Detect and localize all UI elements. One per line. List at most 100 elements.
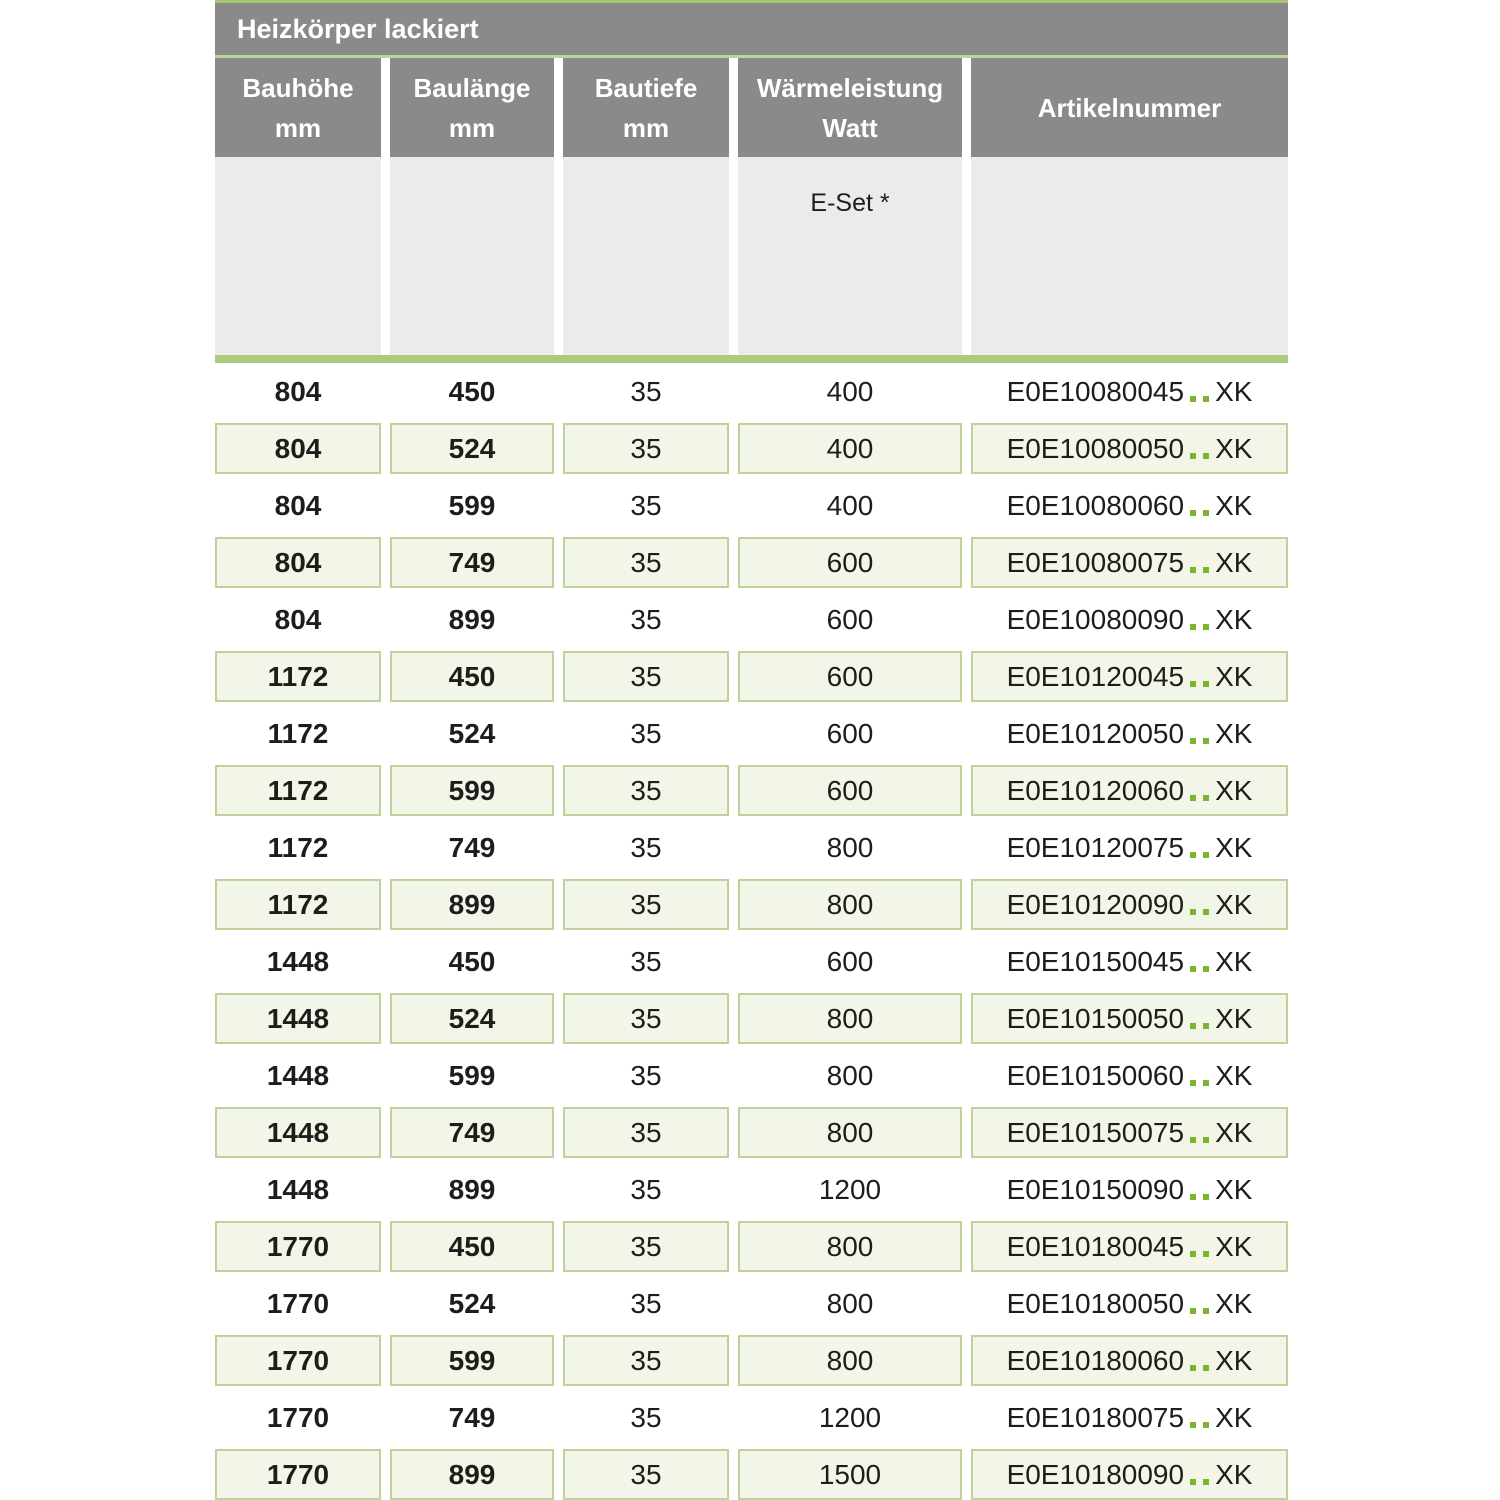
table-row: 1172 524 35 600 E0E10120050 XK	[215, 705, 1288, 762]
artikel-suffix: XK	[1215, 945, 1253, 977]
artikel-prefix: E0E10150045	[1006, 945, 1185, 977]
cell-watt: 1500	[738, 1449, 962, 1500]
table-row: 804 899 35 600 E0E10080090 XK	[215, 591, 1288, 648]
cell-watt: 800	[738, 879, 962, 930]
cell-watt: 800	[738, 993, 962, 1044]
artikel-dots	[1190, 737, 1210, 744]
cell-baulaenge: 450	[448, 375, 496, 407]
subheader-waermeleistung: E-Set *	[738, 157, 962, 355]
artikel-prefix: E0E10080050	[1006, 432, 1185, 464]
artikel-suffix: XK	[1215, 1059, 1253, 1091]
artikel-suffix: XK	[1215, 660, 1253, 692]
cell-bauhoehe: 1770	[215, 1335, 381, 1386]
green-dot-icon	[1203, 965, 1210, 972]
artikel-dots	[1190, 566, 1210, 573]
artikel-dots	[1190, 1022, 1210, 1029]
cell-artikelnummer: E0E10120090 XK	[971, 879, 1288, 930]
cell-bautiefe: 35	[563, 423, 729, 474]
cell-bauhoehe: 1172	[267, 717, 329, 749]
table-row: 804 450 35 400 E0E10080045 XK	[215, 363, 1288, 420]
cell-bautiefe: 35	[630, 603, 662, 635]
cell-artikelnummer: E0E10180060 XK	[971, 1335, 1288, 1386]
green-dot-icon	[1190, 851, 1197, 858]
cell-bautiefe: 35	[563, 1107, 729, 1158]
green-dot-icon	[1190, 1250, 1197, 1257]
table-row: 1770 899 35 1500 E0E10180090 XK	[215, 1446, 1288, 1500]
green-dot-icon	[1190, 1193, 1197, 1200]
artikel-prefix: E0E10150090	[1006, 1173, 1185, 1205]
table-row: 1172 450 35 600 E0E10120045 XK	[215, 648, 1288, 705]
table-row: 1172 599 35 600 E0E10120060 XK	[215, 762, 1288, 819]
cell-bautiefe: 35	[630, 1401, 662, 1433]
green-dot-icon	[1190, 1136, 1197, 1143]
cell-bauhoehe: 804	[274, 489, 322, 521]
artikel-suffix: XK	[1215, 1287, 1253, 1319]
cell-baulaenge: 899	[390, 1449, 554, 1500]
cell-baulaenge: 899	[448, 603, 496, 635]
cell-artikelnummer: E0E10180090 XK	[971, 1449, 1288, 1500]
green-dot-icon	[1190, 1478, 1197, 1485]
artikel-prefix: E0E10120045	[1006, 660, 1185, 692]
cell-baulaenge: 599	[448, 489, 496, 521]
green-dot-icon	[1203, 794, 1210, 801]
green-dot-icon	[1203, 1250, 1210, 1257]
green-dot-icon	[1203, 680, 1210, 687]
eset-label: E-Set *	[810, 189, 890, 217]
artikel-prefix: E0E10080075	[1006, 546, 1185, 578]
cell-bautiefe: 35	[563, 1221, 729, 1272]
cell-baulaenge: 899	[448, 1173, 496, 1205]
green-dot-icon	[1190, 452, 1197, 459]
green-dot-icon	[1190, 1079, 1197, 1086]
cell-baulaenge: 524	[390, 993, 554, 1044]
artikel-dots	[1190, 794, 1210, 801]
cell-bauhoehe: 1448	[266, 1059, 330, 1091]
cell-bautiefe: 35	[563, 651, 729, 702]
artikel-suffix: XK	[1215, 1173, 1253, 1205]
cell-bautiefe: 35	[630, 489, 662, 521]
cell-watt: 600	[738, 651, 962, 702]
cell-baulaenge: 450	[448, 945, 496, 977]
artikel-suffix: XK	[1215, 1458, 1253, 1490]
cell-bauhoehe: 1172	[215, 879, 381, 930]
artikel-prefix: E0E10180090	[1006, 1458, 1185, 1490]
green-dot-icon	[1203, 1022, 1210, 1029]
cell-artikelnummer: E0E10080045 XK	[971, 363, 1288, 420]
artikel-dots	[1190, 509, 1210, 516]
artikel-dots	[1190, 965, 1210, 972]
table-row: 1448 450 35 600 E0E10150045 XK	[215, 933, 1288, 990]
artikel-dots	[1190, 623, 1210, 630]
green-dot-icon	[1203, 851, 1210, 858]
subheader-baulaenge	[390, 157, 554, 355]
cell-artikelnummer: E0E10120045 XK	[971, 651, 1288, 702]
artikel-suffix: XK	[1215, 489, 1253, 521]
green-dot-icon	[1203, 395, 1210, 402]
table-row: 1770 524 35 800 E0E10180050 XK	[215, 1275, 1288, 1332]
cell-bautiefe: 35	[630, 1173, 662, 1205]
artikel-suffix: XK	[1215, 717, 1253, 749]
cell-watt: 800	[826, 1287, 874, 1319]
artikel-suffix: XK	[1215, 375, 1253, 407]
cell-baulaenge: 524	[390, 423, 554, 474]
col-header-unit: mm	[448, 112, 496, 143]
artikel-dots	[1190, 851, 1210, 858]
col-header-unit: mm	[274, 112, 322, 143]
artikel-dots	[1190, 1307, 1210, 1314]
cell-artikelnummer: E0E10120050 XK	[971, 705, 1288, 762]
cell-watt: 400	[826, 375, 874, 407]
col-header-baulaenge: Baulänge mm	[390, 58, 554, 157]
cell-watt: 400	[826, 489, 874, 521]
cell-artikelnummer: E0E10180045 XK	[971, 1221, 1288, 1272]
cell-baulaenge: 524	[448, 717, 496, 749]
cell-artikelnummer: E0E10150045 XK	[971, 933, 1288, 990]
cell-bauhoehe: 1448	[215, 993, 381, 1044]
col-header-bauhoehe: Bauhöhe mm	[215, 58, 381, 157]
cell-artikelnummer: E0E10150050 XK	[971, 993, 1288, 1044]
green-dot-icon	[1203, 452, 1210, 459]
cell-artikelnummer: E0E10180075 XK	[971, 1389, 1288, 1446]
cell-bautiefe: 35	[563, 993, 729, 1044]
cell-bauhoehe: 804	[215, 423, 381, 474]
table-row: 1448 899 35 1200 E0E10150090 XK	[215, 1161, 1288, 1218]
cell-baulaenge: 899	[390, 879, 554, 930]
green-dot-icon	[1190, 737, 1197, 744]
